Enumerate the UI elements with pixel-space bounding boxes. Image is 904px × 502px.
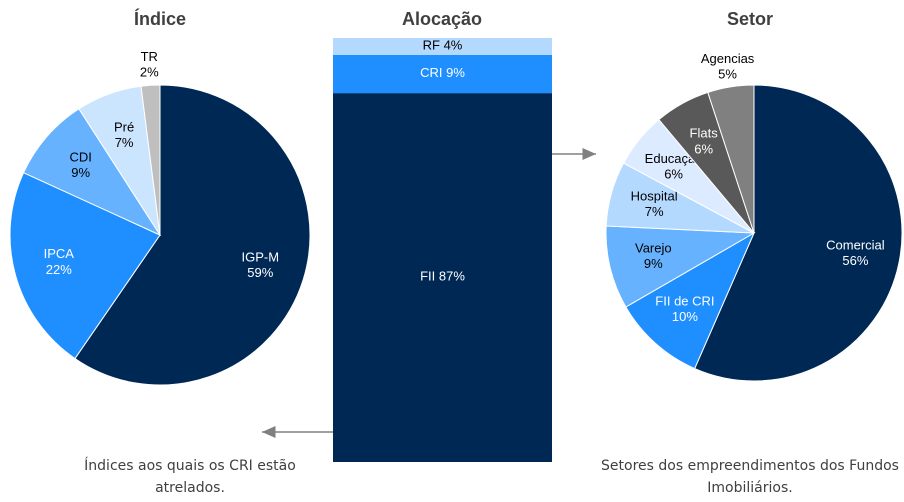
slice-label: TR 2% xyxy=(140,49,159,80)
bar-segment xyxy=(333,38,552,55)
segment-label: RF 4% xyxy=(423,38,463,53)
label-name: Agencias xyxy=(701,51,755,66)
slice-label: Comercial 56% xyxy=(826,238,885,269)
caption-text: Setores dos empreendimentos dos Fundos I… xyxy=(601,458,899,496)
pie-slice xyxy=(707,84,755,234)
label-name: IGP-M xyxy=(241,250,279,265)
label-name: IPCA xyxy=(44,247,75,262)
pie-slice xyxy=(22,108,162,237)
pie-slice xyxy=(140,84,161,236)
label-value: 6% xyxy=(664,167,683,182)
pie-slice xyxy=(694,84,903,382)
slice-label: Pré 7% xyxy=(114,120,134,151)
pie-slice xyxy=(605,225,756,308)
pie-slice xyxy=(9,172,161,360)
segment-label: CRI 9% xyxy=(420,65,465,80)
caption-text: Índices aos quais os CRI estão atrelados… xyxy=(84,458,296,496)
chart-title: Setor xyxy=(727,9,773,29)
slice-label: CDI 9% xyxy=(69,150,91,181)
segment-name: FII xyxy=(420,269,435,284)
label-name: CDI xyxy=(69,150,91,165)
chart-title: Índice xyxy=(134,8,186,29)
label-value: 9% xyxy=(71,165,90,180)
caption: Setores dos empreendimentos dos Fundos I… xyxy=(601,458,899,496)
label-value: 6% xyxy=(694,142,713,157)
slice-label: Flats 6% xyxy=(690,126,719,157)
label-name: Flats xyxy=(690,126,719,141)
slice-label: IGP-M 59% xyxy=(241,250,279,281)
label-value: 2% xyxy=(140,65,159,80)
label-value: 10% xyxy=(672,309,698,324)
slice-label: IPCA 22% xyxy=(44,247,75,278)
slice-label: Agencias 5% xyxy=(701,51,755,82)
label-value: 9% xyxy=(644,257,663,272)
label-value: 56% xyxy=(842,253,868,268)
slice-label: Varejo 9% xyxy=(635,241,672,272)
label-name: TR xyxy=(141,49,158,64)
segment-name: RF xyxy=(423,38,440,53)
bar-segment xyxy=(333,54,552,94)
chart-title: Alocação xyxy=(402,9,482,29)
label-value: 7% xyxy=(115,136,134,151)
segment-value: 87% xyxy=(439,269,465,284)
label-name: Hospital xyxy=(631,189,678,204)
label-name: Comercial xyxy=(826,238,885,253)
label-value: 5% xyxy=(718,67,737,82)
caption: Índices aos quais os CRI estão atrelados… xyxy=(84,458,296,496)
slice-label: FII de CRI 10% xyxy=(655,294,714,325)
segment-value: 9% xyxy=(446,65,465,80)
label-name: Pré xyxy=(114,120,134,135)
segment-value: 4% xyxy=(444,38,463,53)
label-value: 22% xyxy=(46,262,72,277)
segment-label: FII 87% xyxy=(420,269,465,284)
label-value: 59% xyxy=(247,265,273,280)
segment-name: CRI xyxy=(420,65,442,80)
label-name: FII de CRI xyxy=(655,294,714,309)
slice-label: Hospital 7% xyxy=(631,189,678,220)
bar-segment xyxy=(333,93,552,463)
pie-slice xyxy=(74,84,311,386)
pie-slice xyxy=(625,231,756,370)
label-name: Varejo xyxy=(635,241,672,256)
label-value: 7% xyxy=(645,205,664,220)
